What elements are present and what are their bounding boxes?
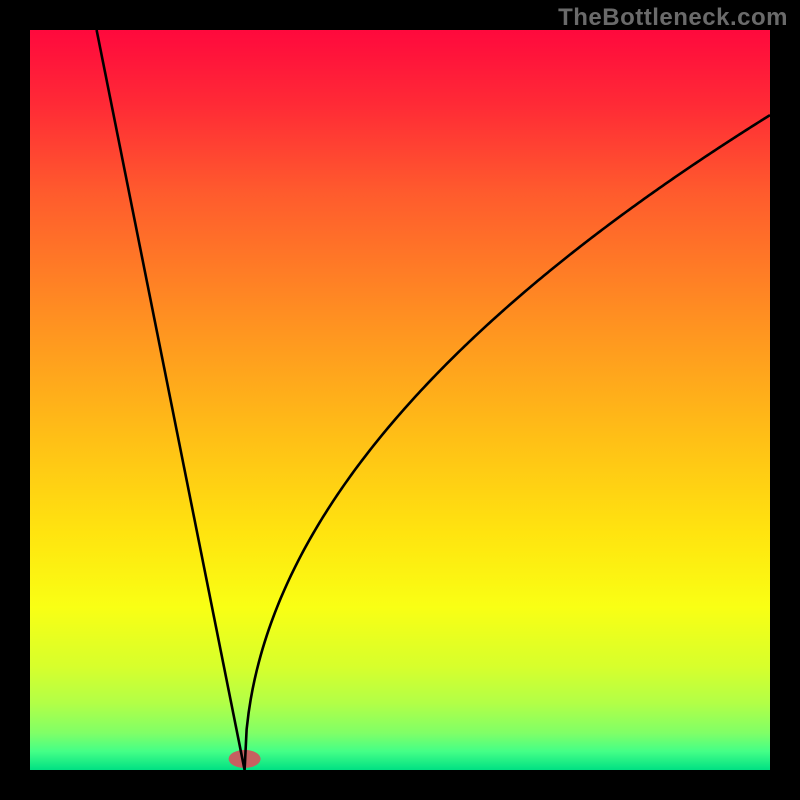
watermark-text: TheBottleneck.com [558,4,788,32]
plot-background [30,30,770,770]
